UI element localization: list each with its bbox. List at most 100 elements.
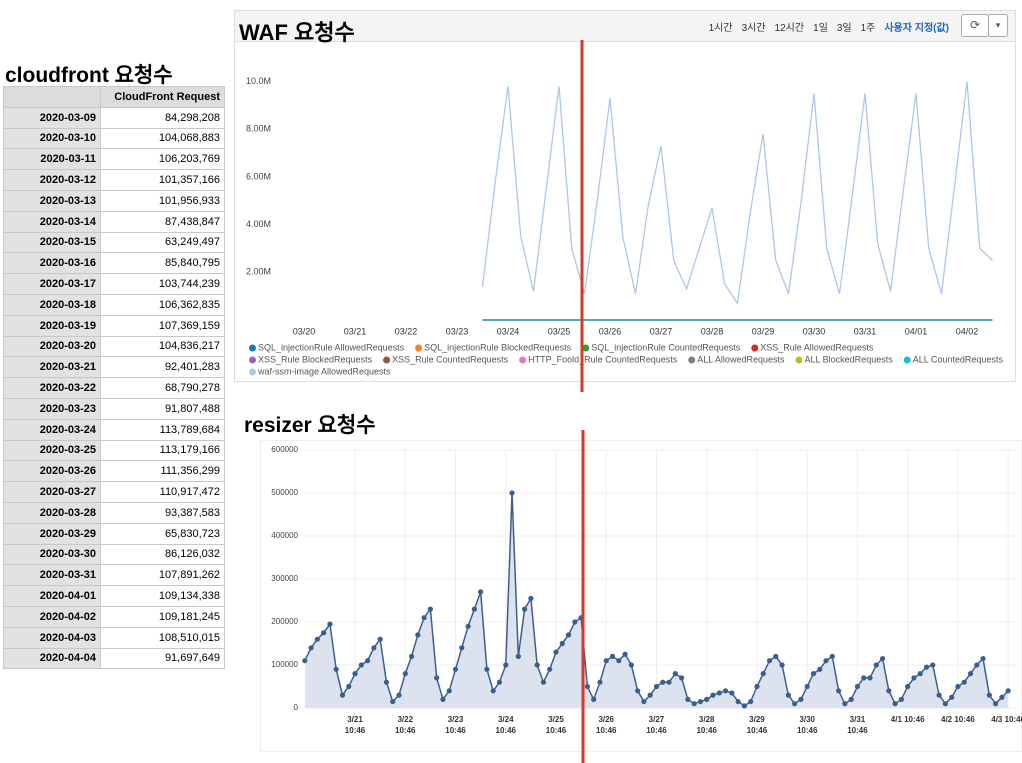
legend-label: XSS_Rule CountedRequests	[392, 354, 509, 364]
x-tick-label: 03/21	[344, 326, 367, 336]
point	[754, 683, 760, 690]
point	[892, 701, 898, 707]
legend-item: ALL CountedRequests	[903, 354, 1004, 364]
table-row: 2020-04-02 109,181,245	[3, 605, 225, 628]
dropdown-button[interactable]: ▾	[988, 14, 1008, 37]
point	[653, 683, 660, 690]
point	[917, 671, 923, 677]
x-tick-label: 04/02	[956, 326, 979, 336]
time-range[interactable]: 1시간	[708, 23, 733, 34]
table-row: 2020-04-03 108,510,015	[3, 626, 225, 649]
time-range[interactable]: 1일	[813, 23, 828, 34]
point	[999, 694, 1005, 700]
y-tick-label: 4.00M	[246, 219, 271, 229]
time-range[interactable]: 3일	[836, 23, 852, 34]
time-range[interactable]: 3시간	[741, 23, 766, 34]
table-row: 2020-04-04 91,697,649	[3, 647, 225, 670]
table: CloudFront Request 2020-03-09 84,298,208 20…	[3, 86, 225, 670]
date-cell: 2020-03-31	[3, 564, 101, 587]
point	[572, 619, 578, 625]
legend-label: ALL CountedRequests	[913, 354, 1004, 364]
point	[478, 589, 484, 595]
x-tick-label: 3/28 10:46	[696, 715, 717, 735]
table-row: 2020-03-19 107,369,159	[3, 314, 225, 337]
point	[597, 679, 603, 685]
area	[304, 493, 1009, 708]
point	[861, 675, 867, 681]
y-tick-label: 300000	[271, 574, 298, 583]
header-cell: CloudFront Request	[100, 86, 225, 108]
legend-item: HTTP_Foold_Rule CountedRequests	[519, 354, 678, 364]
x-tick-label: 3/27 10:46	[646, 715, 667, 735]
x-tick-label: 03/22	[395, 326, 418, 336]
point	[817, 666, 823, 672]
point	[408, 653, 415, 660]
point	[854, 683, 861, 690]
point	[679, 675, 685, 681]
point	[591, 696, 597, 703]
y-tick-label: 500000	[271, 488, 298, 497]
x-tick-label: 3/26 10:46	[596, 715, 617, 735]
point	[628, 662, 634, 668]
legend-label: HTTP_Foold_Rule CountedRequests	[528, 354, 678, 364]
x-tick-label: 4/1 10:46	[890, 715, 925, 724]
table-row: 2020-03-30 86,126,032	[3, 543, 225, 566]
point	[842, 701, 848, 707]
point	[377, 636, 383, 642]
point	[685, 696, 691, 703]
value-cell: 91,697,649	[100, 647, 225, 670]
point	[810, 671, 817, 677]
point	[528, 595, 534, 601]
point	[823, 658, 829, 664]
point	[635, 688, 641, 694]
panel-header: WAF 요청수 1시간 3시간 12시간 1일 3일 1주 사용자 지정(값) ⟳ ▾	[235, 11, 1015, 45]
point	[836, 688, 842, 694]
point	[490, 688, 496, 694]
legend-label: XSS_Rule AllowedRequests	[760, 342, 874, 352]
x-tick-label: 03/23	[446, 326, 469, 336]
point	[534, 662, 540, 668]
time-range[interactable]: 1주	[860, 23, 876, 34]
point	[421, 615, 427, 621]
table-row: 2020-03-09 84,298,208	[3, 106, 225, 129]
legend-label: XSS_Rule BlockedRequests	[258, 354, 373, 364]
point	[321, 630, 327, 636]
time-range[interactable]: 12시간	[774, 23, 805, 34]
point	[829, 653, 835, 660]
y-tick-label: 0	[294, 703, 299, 712]
point	[660, 679, 666, 685]
point	[666, 679, 672, 685]
x-tick-label: 03/28	[701, 326, 724, 336]
header-row: CloudFront Request	[3, 86, 225, 108]
point	[352, 671, 358, 677]
value-cell: 65,830,723	[100, 522, 225, 545]
y-tick-label: 10.0M	[246, 76, 271, 86]
point	[716, 690, 722, 696]
table-row: 2020-03-11 106,203,769	[3, 148, 225, 171]
table-row: 2020-03-31 107,891,262	[3, 564, 225, 587]
date-cell: 2020-04-04	[3, 647, 101, 670]
point	[484, 666, 490, 672]
point	[804, 683, 810, 690]
y-tick-label: 400000	[271, 531, 298, 540]
point	[396, 692, 402, 698]
point	[710, 692, 716, 698]
point	[471, 606, 477, 612]
point	[792, 701, 798, 707]
table-row: 2020-03-12 101,357,166	[3, 169, 225, 191]
date-cell: 2020-03-20	[3, 335, 101, 358]
point	[879, 655, 886, 662]
date-cell: 2020-04-02	[3, 605, 101, 628]
legend-swatch	[903, 356, 911, 364]
y-tick-label: 600000	[271, 445, 298, 454]
x-tick-label: 3/23 10:46	[445, 715, 466, 735]
time-range[interactable]: 사용자 지정(값)	[884, 23, 949, 34]
point	[930, 662, 936, 668]
x-tick-label: 03/20	[293, 326, 316, 336]
point	[622, 651, 628, 657]
value-cell: 103,744,239	[100, 273, 225, 295]
x-tick-label: 03/29	[752, 326, 775, 336]
point	[346, 683, 352, 690]
point	[515, 653, 521, 660]
legend-swatch	[249, 344, 256, 352]
